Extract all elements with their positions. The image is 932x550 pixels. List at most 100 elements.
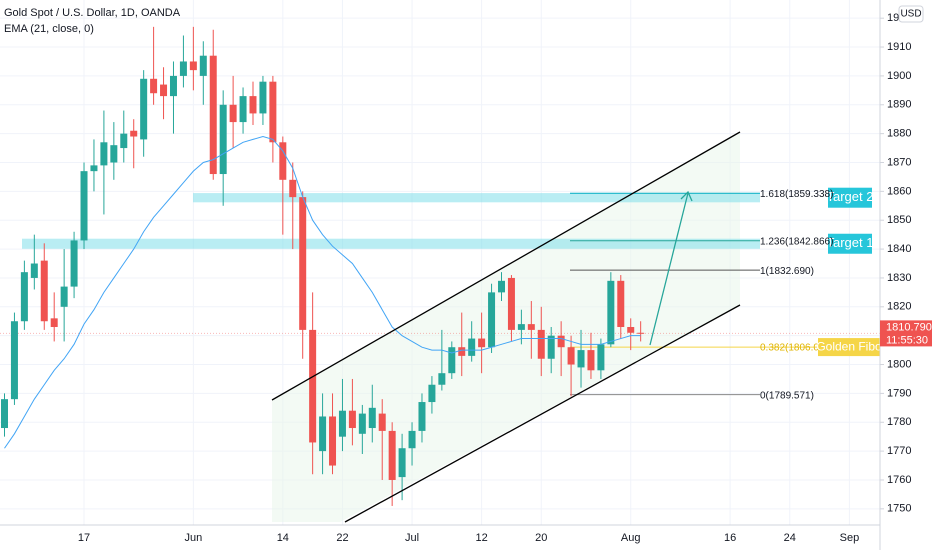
candle-body (617, 280, 625, 328)
candle-body (249, 96, 257, 114)
channel-area (272, 132, 740, 522)
candle-body (20, 272, 28, 322)
fib-label: 0(1789.571) (760, 390, 814, 401)
candle-body (1, 399, 8, 429)
candle-body (507, 277, 515, 330)
candle-body (40, 260, 48, 322)
candle-body (150, 78, 158, 94)
y-tick-label: 1790 (887, 387, 911, 399)
axes: 1750176017701780179018001810182018301840… (78, 12, 932, 544)
arrow-head (680, 190, 693, 202)
candle-body (368, 407, 376, 429)
candle-body (338, 410, 346, 437)
candle-body (189, 61, 197, 71)
candle-body (607, 280, 615, 345)
candle-body (428, 384, 436, 403)
y-tick-label: 1910 (887, 41, 911, 53)
y-tick-label: 1780 (887, 416, 911, 428)
x-tick-label: Sep (840, 532, 860, 544)
candle-body (209, 55, 217, 175)
candle-body (587, 350, 595, 371)
candle-body (309, 329, 317, 443)
candle-body (378, 413, 386, 431)
candle-body (567, 347, 575, 365)
x-tick-label: 14 (277, 532, 289, 544)
candle-body (319, 416, 327, 452)
x-tick-label: Aug (621, 532, 641, 544)
candle-body (239, 96, 247, 123)
candle-body (358, 413, 366, 434)
fib-tag: Golden Fibo (816, 339, 882, 353)
x-tick-label: 24 (784, 532, 796, 544)
x-tick-label: Jul (405, 532, 419, 544)
ema-line (4, 135, 641, 449)
y-tick-label: 1880 (887, 128, 911, 140)
fib-label: 1(1832.690) (760, 266, 814, 277)
candle-body (50, 318, 58, 328)
candle-body (90, 165, 98, 172)
channel-upper (271, 131, 741, 401)
y-tick-label: 1820 (887, 301, 911, 313)
y-tick-label: 1830 (887, 272, 911, 284)
target-zone (193, 193, 760, 203)
last-price-label: 1810.790 (886, 321, 932, 333)
fib-label: 0.382(1806.042) (760, 343, 833, 354)
y-tick-label: 1890 (887, 99, 911, 111)
candle-body (498, 280, 505, 293)
candle-body (577, 350, 585, 368)
x-tick-label: Jun (184, 532, 202, 544)
fib-label: 1.236(1842.866) (760, 236, 833, 247)
target-label: Target 1 (827, 235, 874, 250)
candle-body (468, 338, 476, 356)
target-zone (22, 238, 760, 249)
x-tick-label: 12 (475, 532, 487, 544)
y-tick-label: 1900 (887, 70, 911, 82)
target-label-box (828, 187, 872, 208)
candle-body (269, 81, 277, 143)
candle-body (448, 347, 456, 374)
candle-body (160, 84, 168, 97)
x-tick-label: 17 (78, 532, 90, 544)
candle-body (179, 61, 187, 76)
y-tick-label: 1870 (887, 156, 911, 168)
candle-body (10, 321, 18, 400)
candle-body (120, 133, 128, 149)
candle-body (547, 335, 555, 359)
y-tick-label: 1750 (887, 503, 911, 515)
fib-tag-box (818, 338, 880, 357)
candle-body (30, 263, 38, 278)
fib-label: 1.618(1859.338) (760, 189, 833, 200)
countdown-label: 11:55:30 (886, 334, 928, 346)
candle-body (537, 329, 545, 359)
candle-body (458, 347, 466, 356)
y-tick-label: 1840 (887, 243, 911, 255)
candle-body (219, 104, 227, 175)
candle-body (398, 448, 406, 478)
chart-title: Gold Spot / U.S. Dollar, 1D, OANDA (4, 7, 181, 19)
candle-body (557, 335, 565, 348)
y-tick-label: 1860 (887, 185, 911, 197)
candle-body (229, 104, 237, 123)
candle-body (110, 145, 118, 163)
currency-label[interactable]: USD (900, 9, 921, 20)
currency-box[interactable] (898, 5, 924, 23)
candle-body (259, 81, 267, 114)
candle-body (199, 55, 207, 76)
candle-body (279, 142, 287, 180)
candle-body (627, 327, 635, 333)
candle-body (289, 179, 297, 198)
candle-body (408, 430, 416, 449)
candle-body (169, 75, 177, 97)
channel-lower (344, 304, 741, 523)
y-tick-label: 1760 (887, 474, 911, 486)
fib-levels: 1.618(1859.338) 1.236(1842.866) 1(1832.690… (0, 189, 882, 401)
x-tick-label: 16 (724, 532, 736, 544)
indicator-label: EMA (21, close, 0) (4, 23, 94, 35)
candle-body (418, 402, 426, 431)
candle-body (100, 142, 108, 166)
arrow-line (649, 192, 689, 346)
last-price-box (880, 320, 932, 347)
candle-body (388, 430, 396, 480)
